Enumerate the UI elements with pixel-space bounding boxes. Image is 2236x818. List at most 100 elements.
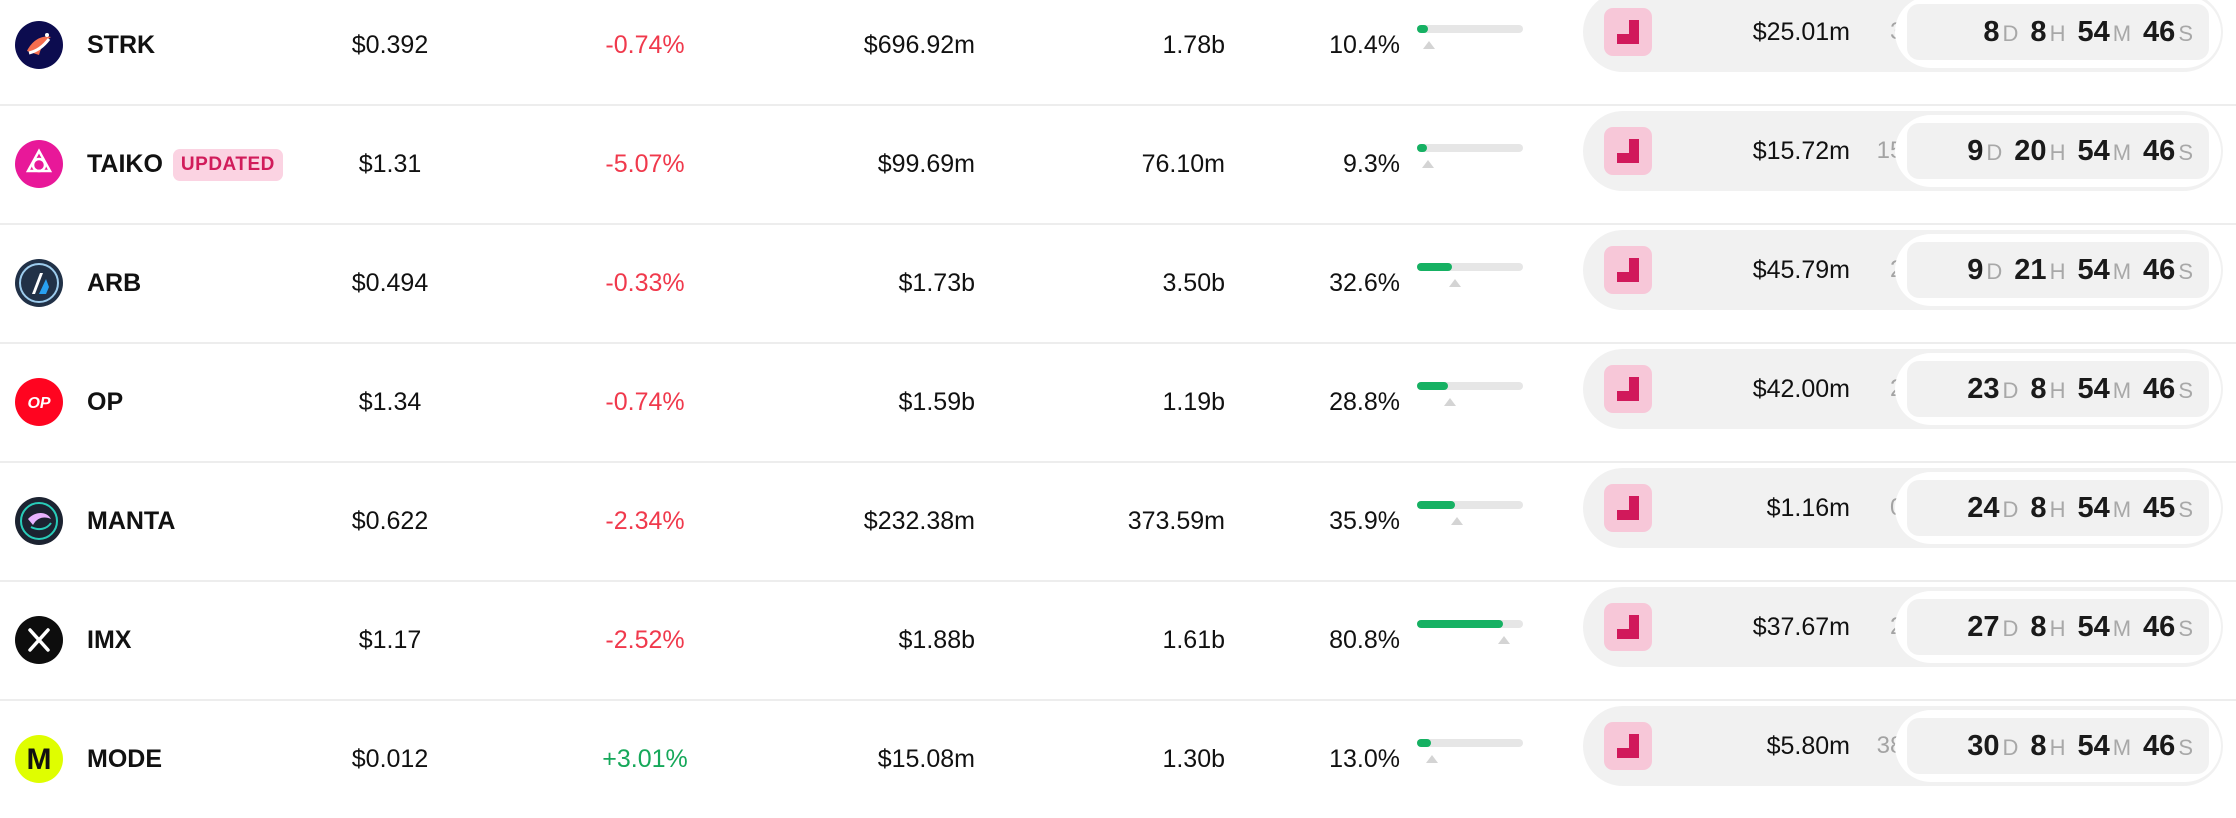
table-row-manta[interactable]: MANTA $0.622 -2.34% $232.38m 373.59m 35.… xyxy=(0,462,2236,580)
row-divider xyxy=(0,580,2236,582)
token-name[interactable]: STRK xyxy=(87,0,155,104)
hours-unit: H xyxy=(2049,497,2066,522)
price-change: -5.07% xyxy=(605,150,685,178)
unlock-progress-fill xyxy=(1417,144,1427,152)
countdown-minutes: 54 xyxy=(2077,730,2110,762)
minutes-unit: M xyxy=(2112,21,2132,46)
unlock-countdown: 23 D 8 H 54 M 46 S xyxy=(1895,353,2221,425)
unlock-step-icon xyxy=(1604,127,1652,175)
market-cap: $696.92m xyxy=(863,31,975,59)
token-symbol: ARB xyxy=(87,269,142,297)
next-unlock-amount: $1.16m xyxy=(1766,494,1850,522)
unlock-countdown: 24 D 8 H 54 M 45 S xyxy=(1895,472,2221,544)
countdown-seconds: 46 xyxy=(2143,16,2176,48)
countdown-seconds: 46 xyxy=(2143,135,2176,167)
market-cap: $15.08m xyxy=(877,745,975,773)
manta-logo xyxy=(15,497,63,545)
market-cap: $1.73b xyxy=(898,269,975,297)
row-divider xyxy=(0,461,2236,463)
token-name[interactable]: MODE xyxy=(87,700,162,818)
days-unit: D xyxy=(2002,21,2019,46)
hours-unit: H xyxy=(2049,616,2066,641)
row-divider xyxy=(0,342,2236,344)
unlock-step-icon xyxy=(1604,722,1652,770)
row-divider xyxy=(0,223,2236,225)
circulating-supply: 1.78b xyxy=(1162,31,1225,59)
next-unlock-marker xyxy=(1425,755,1438,763)
table-row-arb[interactable]: ARB $0.494 -0.33% $1.73b 3.50b 32.6% $45… xyxy=(0,224,2236,342)
table-row-imx[interactable]: IMX $1.17 -2.52% $1.88b 1.61b 80.8% $37.… xyxy=(0,581,2236,699)
countdown-minutes: 54 xyxy=(2077,373,2110,405)
token-name[interactable]: MANTA xyxy=(87,462,175,580)
market-cap: $232.38m xyxy=(863,507,975,535)
countdown-minutes: 54 xyxy=(2077,16,2110,48)
hours-unit: H xyxy=(2049,21,2066,46)
unlocked-percent: 35.9% xyxy=(1329,507,1400,535)
next-unlock-marker xyxy=(1421,160,1434,168)
next-unlock-amount: $25.01m xyxy=(1752,18,1850,46)
countdown-days: 23 xyxy=(1967,373,2000,405)
token-price: $0.622 xyxy=(351,507,429,535)
token-price: $1.31 xyxy=(358,150,422,178)
seconds-unit: S xyxy=(2178,259,2193,284)
price-change: -0.74% xyxy=(605,388,685,416)
seconds-unit: S xyxy=(2178,21,2193,46)
token-price: $0.392 xyxy=(351,31,429,59)
price-change: -2.52% xyxy=(605,626,685,654)
unlock-countdown: 27 D 8 H 54 M 46 S xyxy=(1895,591,2221,663)
countdown-minutes: 54 xyxy=(2077,611,2110,643)
updated-badge: UPDATED xyxy=(172,149,283,182)
next-unlock-amount: $42.00m xyxy=(1752,375,1850,403)
unlock-countdown: 30 D 8 H 54 M 46 S xyxy=(1895,710,2221,782)
token-name[interactable]: OP xyxy=(87,343,123,461)
countdown-seconds: 46 xyxy=(2143,373,2176,405)
countdown-hours: 8 xyxy=(2030,16,2047,48)
token-price: $0.494 xyxy=(351,269,429,297)
unlock-progress-bar xyxy=(1417,25,1523,33)
unlock-progress-bar xyxy=(1417,739,1523,747)
next-unlock-amount: $37.67m xyxy=(1752,613,1850,641)
countdown-days: 9 xyxy=(1967,254,1984,286)
circulating-supply: 1.30b xyxy=(1162,745,1225,773)
next-unlock-amount: $45.79m xyxy=(1752,256,1850,284)
arbitrum-logo xyxy=(15,259,63,307)
token-price: $0.012 xyxy=(351,745,429,773)
unlock-progress-fill xyxy=(1417,382,1448,390)
seconds-unit: S xyxy=(2178,378,2193,403)
unlock-progress-bar xyxy=(1417,382,1523,390)
token-symbol: MODE xyxy=(87,745,162,773)
unlock-progress-bar xyxy=(1417,263,1523,271)
hours-unit: H xyxy=(2049,140,2066,165)
table-row-taiko[interactable]: TAIKO UPDATED $1.31 -5.07% $99.69m 76.10m… xyxy=(0,105,2236,223)
market-cap: $99.69m xyxy=(877,150,975,178)
days-unit: D xyxy=(1986,140,2003,165)
token-symbol: STRK xyxy=(87,31,156,59)
next-unlock-marker xyxy=(1422,41,1435,49)
token-name[interactable]: TAIKO UPDATED xyxy=(87,105,283,223)
seconds-unit: S xyxy=(2178,497,2193,522)
countdown-minutes: 54 xyxy=(2077,492,2110,524)
unlock-progress-fill xyxy=(1417,25,1429,33)
table-row-op[interactable]: OP OP $1.34 -0.74% $1.59b 1.19b 28.8% $4… xyxy=(0,343,2236,461)
token-name[interactable]: ARB xyxy=(87,224,141,342)
unlock-progress-bar xyxy=(1417,501,1523,509)
minutes-unit: M xyxy=(2112,140,2132,165)
token-name[interactable]: IMX xyxy=(87,581,131,699)
unlocked-percent: 80.8% xyxy=(1329,626,1400,654)
table-row-mode[interactable]: M MODE $0.012 +3.01% $15.08m 1.30b 13.0%… xyxy=(0,700,2236,818)
table-row-strk[interactable]: STRK $0.392 -0.74% $696.92m 1.78b 10.4% … xyxy=(0,0,2236,104)
mode-logo: M xyxy=(15,735,63,783)
market-cap: $1.88b xyxy=(898,626,975,654)
optimism-logo: OP xyxy=(15,378,63,426)
countdown-hours: 21 xyxy=(2014,254,2047,286)
unlock-countdown: 9 D 20 H 54 M 46 S xyxy=(1895,115,2221,187)
circulating-supply: 1.19b xyxy=(1162,388,1225,416)
unlock-progress-fill xyxy=(1417,739,1431,747)
